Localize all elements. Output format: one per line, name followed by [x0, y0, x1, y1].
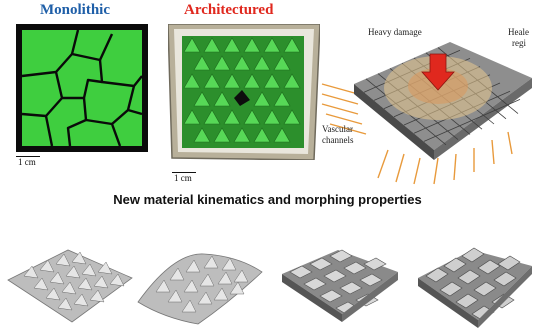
damage-healing-diagram	[318, 20, 535, 192]
architectured-scale-bar	[172, 172, 196, 173]
vascular-label: Vascular	[322, 124, 353, 134]
section-title: New material kinematics and morphing pro…	[113, 192, 422, 207]
architectured-title: Architectured	[184, 2, 274, 18]
vascular-label-2: channels	[322, 135, 354, 145]
interlocked-cube-surface-2	[412, 228, 535, 332]
architectured-scale-label: 1 cm	[174, 173, 192, 183]
monolithic-scale-bar	[16, 156, 40, 157]
interlocked-cube-surface-1	[276, 232, 402, 332]
healed-label: Heale	[508, 27, 529, 37]
curved-pyramid-surface	[134, 232, 264, 332]
healed-label-2: regi	[512, 38, 526, 48]
monolithic-title: Monolithic	[40, 2, 110, 18]
heavy-damage-label: Heavy damage	[368, 27, 422, 37]
monolithic-scale-label: 1 cm	[18, 157, 36, 167]
monolithic-panel-image	[16, 24, 148, 152]
flat-pyramid-surface	[4, 232, 134, 332]
architectured-panel-image	[168, 24, 320, 160]
